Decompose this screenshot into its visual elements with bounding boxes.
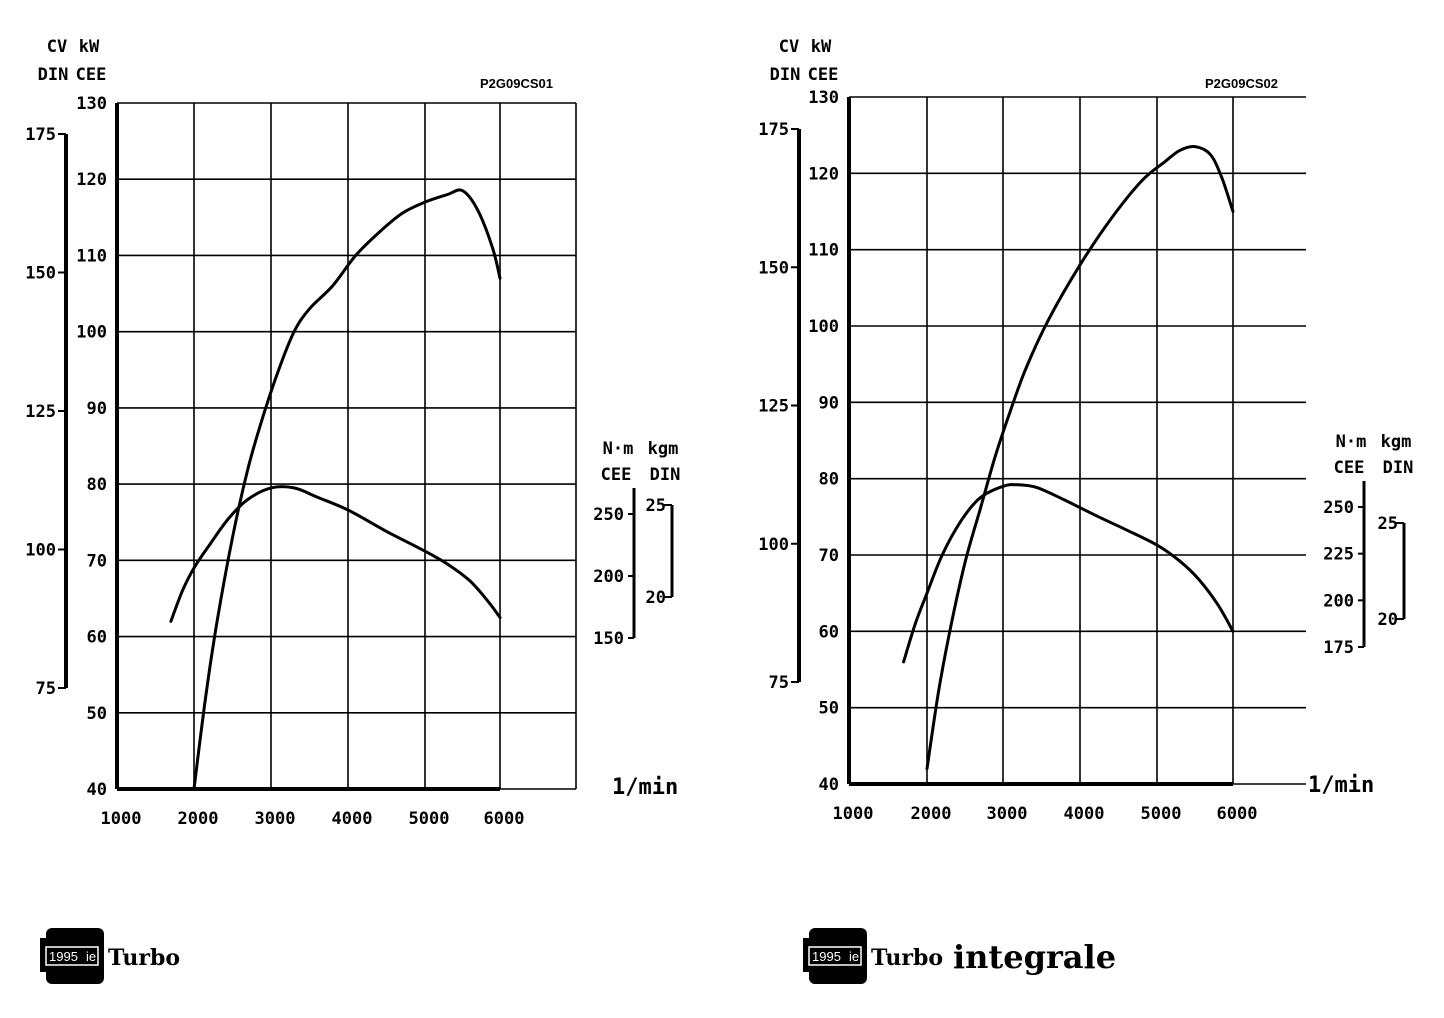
kw-tick-label: 60 (819, 622, 839, 642)
nm-header-bottom: CEE (1334, 458, 1365, 478)
kgm-tick-label: 25 (1378, 514, 1398, 534)
rpm-unit-label: 1/min (612, 775, 678, 800)
chart-code: P2G09CS02 (1205, 76, 1278, 91)
kw-tick-label: 120 (76, 170, 107, 190)
kgm-tick-label: 20 (1378, 610, 1398, 630)
nm-tick-label: 250 (593, 505, 624, 525)
kw-tick-label: 80 (819, 470, 839, 490)
chart-panel-right: 40 50 60 70 80 90 100 110 120 130 1000 2000 3000 4000… (758, 37, 1413, 984)
cv-header-bottom: DIN (770, 65, 801, 85)
kgm-header-top: kgm (648, 439, 679, 459)
cv-tick-label: 125 (25, 402, 56, 422)
chart-code: P2G09CS01 (480, 76, 553, 91)
x-tick-label: 5000 (409, 809, 450, 829)
kgm-header-top: kgm (1381, 432, 1412, 452)
cv-tick-label: 175 (25, 125, 56, 145)
nm-tick-label: 175 (1323, 638, 1354, 658)
kgm-header-bottom: DIN (650, 465, 681, 485)
kw-tick-label: 70 (87, 551, 107, 571)
logo-word: Turbo (108, 945, 180, 971)
kw-header-top: kW (811, 37, 832, 57)
kgm-header-bottom: DIN (1383, 458, 1414, 478)
kw-tick-label: 110 (76, 246, 107, 266)
kw-tick-label: 100 (76, 323, 107, 343)
x-tick-label: 3000 (255, 809, 296, 829)
kw-tick-label: 50 (87, 704, 107, 724)
kgm-tick-label: 20 (646, 588, 666, 608)
power-curve (925, 144, 1235, 771)
cv-tick-label: 100 (25, 541, 56, 561)
cv-tick-label: 75 (769, 673, 789, 693)
x-tick-label: 1000 (833, 804, 874, 824)
nm-header-bottom: CEE (601, 465, 632, 485)
kw-tick-label: 100 (808, 317, 839, 337)
nm-tick-label: 150 (593, 629, 624, 649)
logo-extra: integrale (953, 938, 1116, 976)
cv-tick-label: 175 (758, 120, 789, 140)
badge-frame (45, 946, 99, 966)
torque-curve (902, 483, 1235, 664)
cv-header-top: CV (47, 37, 67, 57)
badge-number: 1995 (812, 949, 841, 964)
nm-tick-label: 200 (593, 567, 624, 587)
engine-block-icon-side (803, 938, 809, 972)
power-curve (192, 188, 502, 791)
cv-tick-label: 150 (758, 258, 789, 278)
x-tick-label: 6000 (1217, 804, 1258, 824)
chart-panel-left: 40 50 60 70 80 90 100 110 120 130 1000 2000 3000 4000… (25, 37, 680, 984)
engine-logo: 1995 ie Turbo integrale (803, 928, 1116, 984)
engine-block-icon-side (40, 938, 46, 972)
kw-tick-label: 50 (819, 699, 839, 719)
kw-tick-label: 70 (819, 546, 839, 566)
kw-tick-label: 40 (87, 780, 107, 800)
kw-header-bottom: CEE (76, 65, 107, 85)
badge-suffix: ie (849, 949, 859, 964)
x-tick-label: 2000 (178, 809, 219, 829)
kw-tick-label: 120 (808, 164, 839, 184)
badge-number: 1995 (49, 949, 78, 964)
nm-header-top: N·m (1336, 432, 1367, 452)
engine-logo: 1995 ie Turbo (40, 928, 180, 984)
x-tick-label: 4000 (1064, 804, 1105, 824)
x-tick-label: 6000 (484, 809, 525, 829)
kgm-tick-label: 25 (646, 496, 666, 516)
cv-header-top: CV (779, 37, 799, 57)
kw-tick-label: 130 (808, 88, 839, 108)
cv-header-bottom: DIN (38, 65, 69, 85)
rpm-unit-label: 1/min (1308, 773, 1374, 798)
cv-tick-label: 150 (25, 264, 56, 284)
nm-tick-label: 225 (1323, 545, 1354, 565)
kw-tick-label: 90 (87, 399, 107, 419)
x-tick-label: 4000 (332, 809, 373, 829)
kw-header-top: kW (79, 37, 100, 57)
badge-suffix: ie (86, 949, 96, 964)
badge-frame (808, 946, 862, 966)
kw-tick-label: 80 (87, 475, 107, 495)
x-tick-label: 2000 (911, 804, 952, 824)
cv-tick-label: 75 (36, 679, 56, 699)
x-tick-label: 1000 (101, 809, 142, 829)
kw-tick-label: 40 (819, 775, 839, 795)
cv-tick-label: 100 (758, 535, 789, 555)
logo-word: Turbo (871, 945, 943, 971)
kw-tick-label: 110 (808, 241, 839, 261)
x-tick-label: 5000 (1141, 804, 1182, 824)
nm-tick-label: 200 (1323, 591, 1354, 611)
kw-header-bottom: CEE (808, 65, 839, 85)
kw-tick-label: 60 (87, 628, 107, 648)
x-tick-label: 3000 (987, 804, 1028, 824)
nm-tick-label: 250 (1323, 498, 1354, 518)
cv-tick-label: 125 (758, 397, 789, 417)
torque-curve (169, 485, 502, 623)
nm-header-top: N·m (603, 439, 634, 459)
kw-tick-label: 90 (819, 393, 839, 413)
kw-tick-label: 130 (76, 94, 107, 114)
